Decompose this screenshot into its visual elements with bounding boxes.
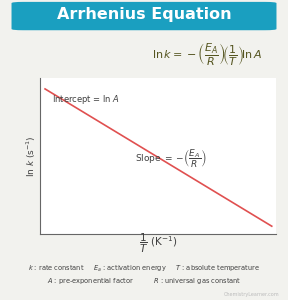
FancyBboxPatch shape	[12, 2, 276, 30]
Text: Arrhenius Equation: Arrhenius Equation	[57, 7, 231, 22]
Text: ChemistryLearner.com: ChemistryLearner.com	[224, 292, 279, 297]
Y-axis label: ln $k$ (s$^{-1}$): ln $k$ (s$^{-1}$)	[24, 135, 37, 177]
Text: Intercept = ln $A$: Intercept = ln $A$	[52, 93, 120, 106]
Text: $k$ : rate constant     $E_a$ : activation energy     $T$ : absolute temperature: $k$ : rate constant $E_a$ : activation e…	[28, 263, 260, 274]
Text: $\ln k = -\left(\dfrac{E_A}{R}\right)\!\left(\dfrac{1}{T}\right)\!\ln A$: $\ln k = -\left(\dfrac{E_A}{R}\right)\!\…	[152, 41, 262, 67]
Text: $\dfrac{1}{T}$ (K$^{-1}$): $\dfrac{1}{T}$ (K$^{-1}$)	[139, 232, 177, 255]
Text: Slope $= -\!\left(\dfrac{E_A}{R}\right)$: Slope $= -\!\left(\dfrac{E_A}{R}\right)$	[135, 148, 206, 170]
Text: $A$ : pre-exponential factor          $R$ : universal gas constant: $A$ : pre-exponential factor $R$ : unive…	[47, 276, 241, 286]
